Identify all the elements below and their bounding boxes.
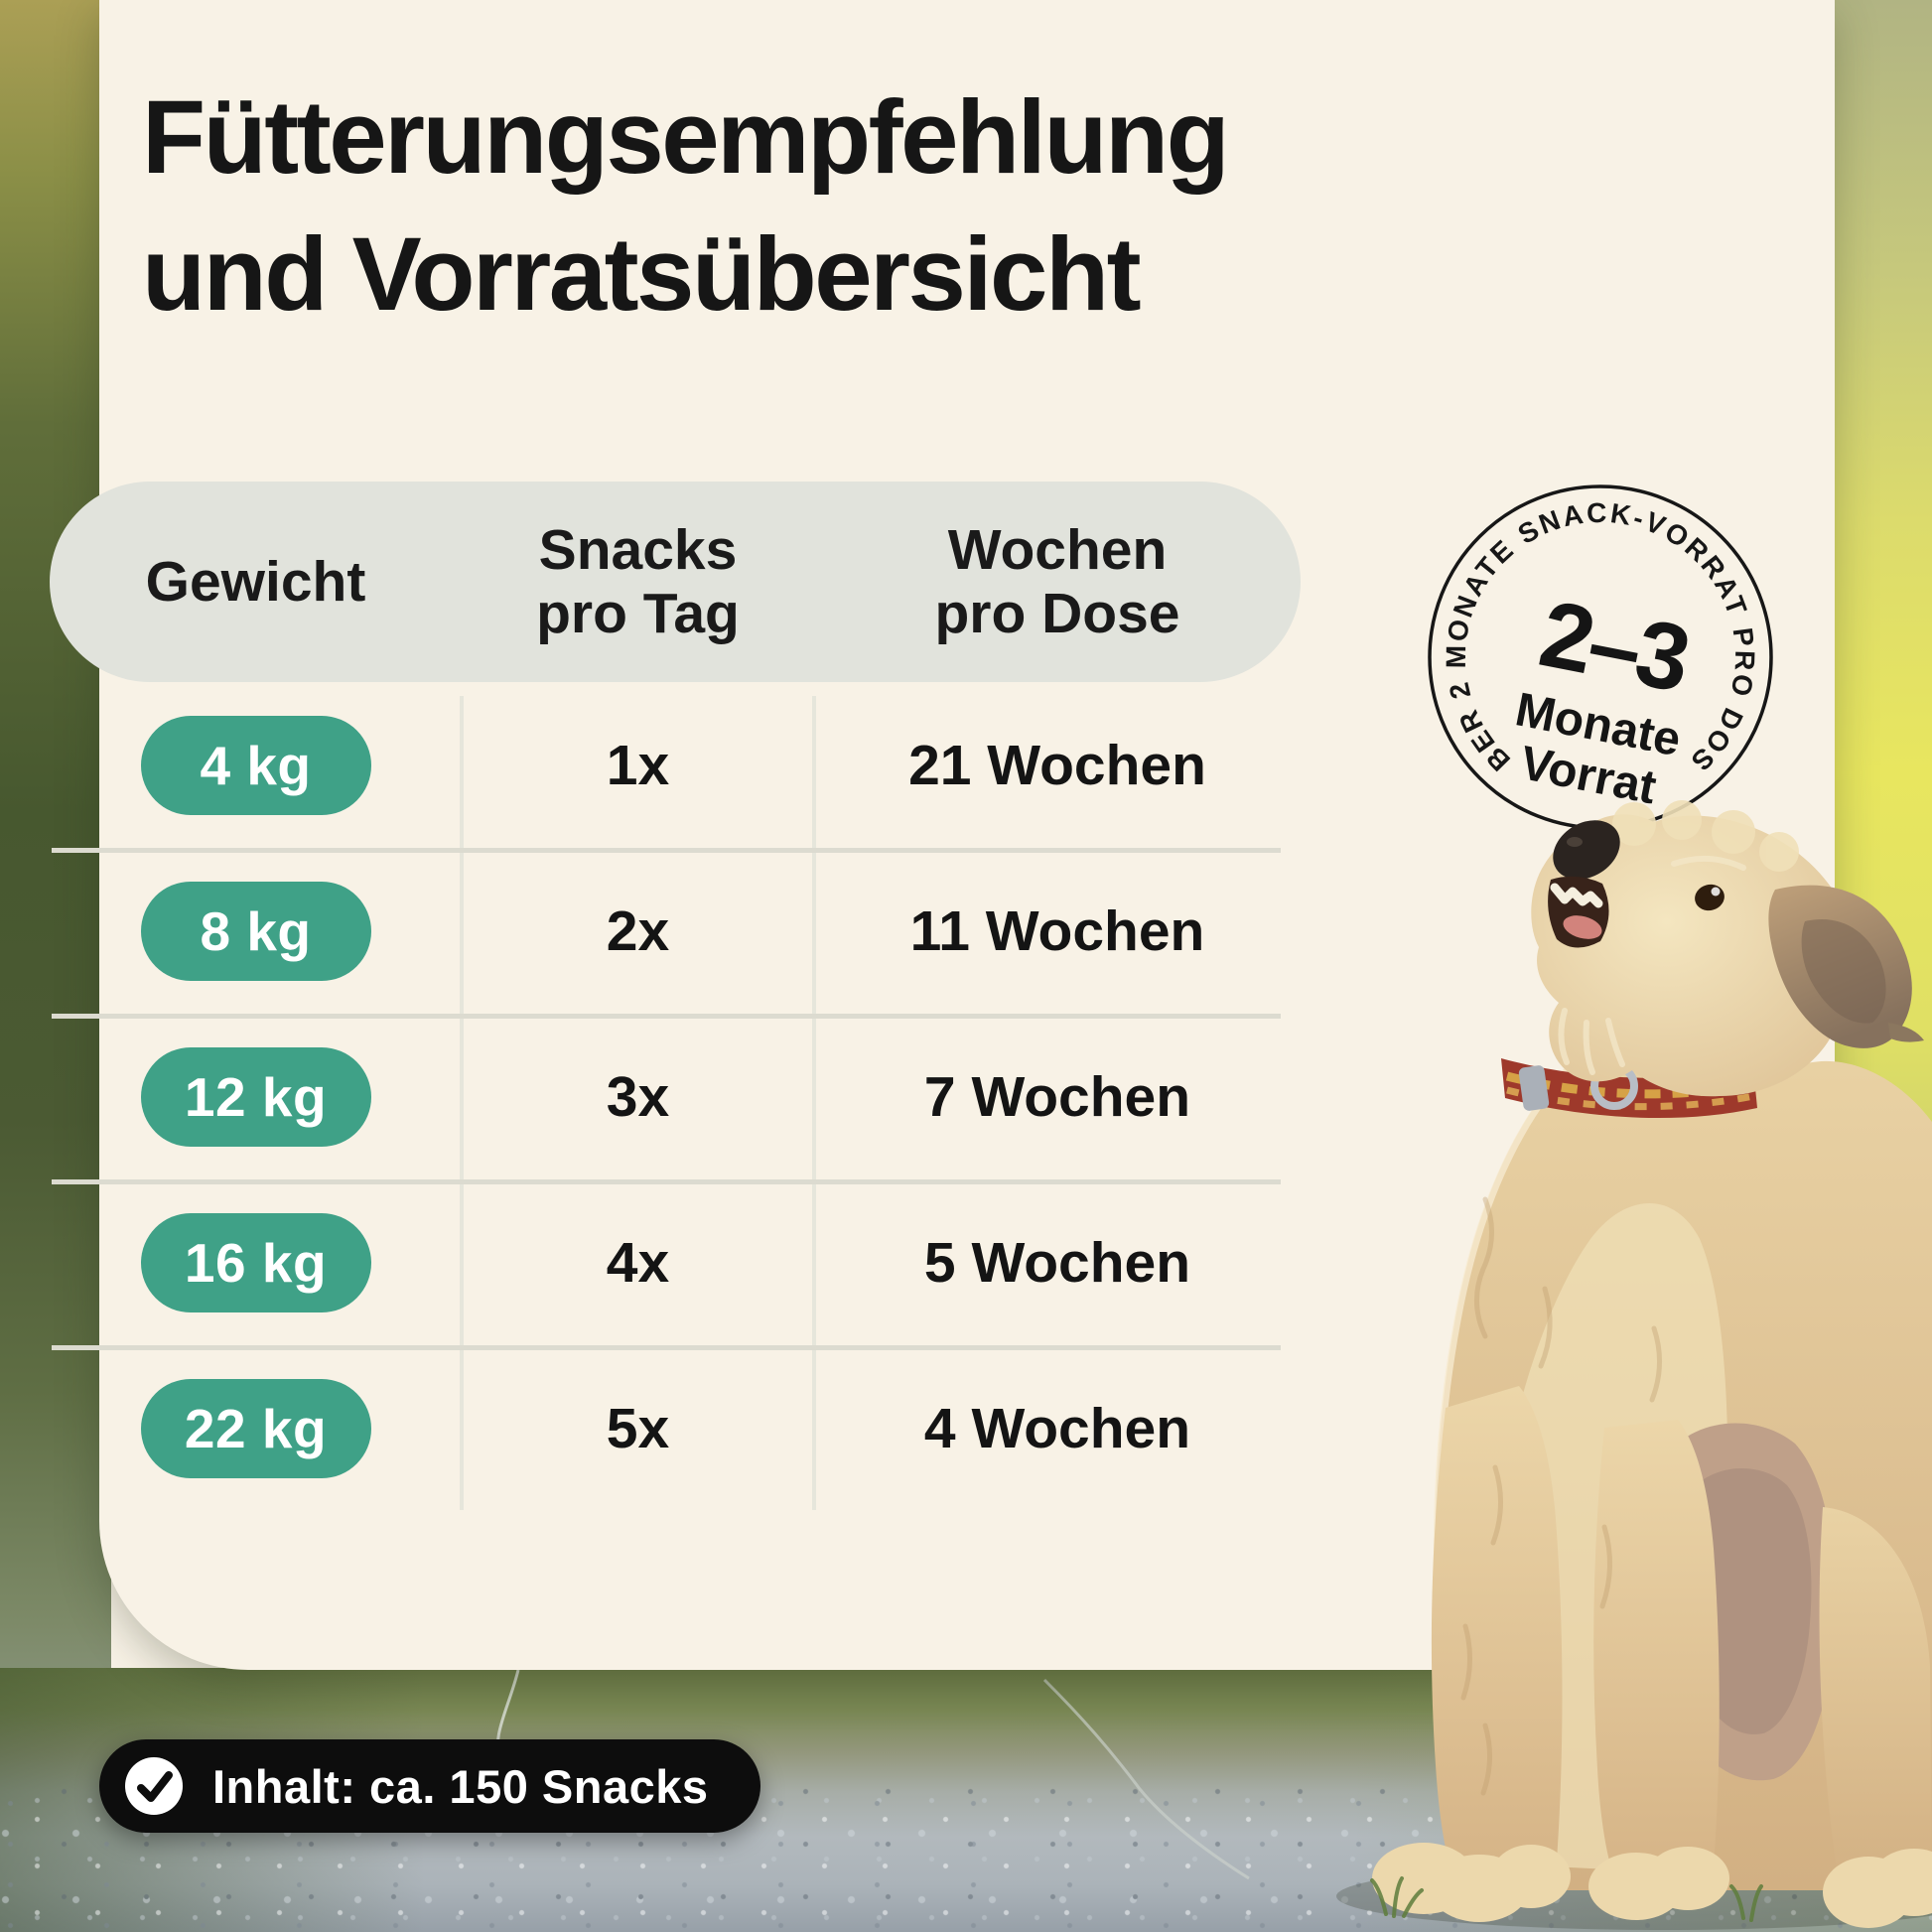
title-line-2: und Vorratsübersicht [142, 216, 1142, 333]
weight-pill: 22 kg [140, 1378, 371, 1478]
table-header-row: Gewicht Snacks pro Tag Wochen pro Dose [50, 482, 1301, 682]
table-divider-horizontal [52, 848, 1281, 853]
table-body: 4 kg 1x 21 Wochen 8 kg 2x 11 Wochen 12 k… [50, 682, 1301, 1511]
snacks-value: 5x [606, 1396, 670, 1460]
weight-pill: 12 kg [140, 1046, 371, 1147]
feeding-table: Gewicht Snacks pro Tag Wochen pro Dose 4… [50, 482, 1301, 1511]
dog-head [1531, 800, 1854, 1097]
dog-ear [1768, 885, 1924, 1048]
snacks-value: 4x [606, 1230, 670, 1295]
dog-paws [1372, 1843, 1932, 1928]
table-divider-vertical [460, 696, 464, 1510]
snacks-value: 3x [606, 1064, 670, 1129]
column-header-weight: Gewicht [145, 549, 366, 614]
dog-tongue [1563, 915, 1602, 939]
content-count-label: Inhalt: ca. 150 Snacks [212, 1759, 709, 1813]
weeks-value: 7 Wochen [923, 1064, 1191, 1129]
table-divider-horizontal [52, 1345, 1281, 1350]
snacks-value: 2x [606, 898, 670, 963]
weight-pill: 8 kg [140, 881, 371, 981]
check-icon [125, 1757, 183, 1815]
weeks-value: 4 Wochen [923, 1396, 1191, 1460]
table-divider-horizontal [52, 1014, 1281, 1019]
weight-pill: 4 kg [140, 715, 371, 815]
snacks-value: 1x [606, 733, 670, 797]
weeks-value: 21 Wochen [908, 733, 1206, 797]
page-title: Fütterungsempfehlung und Vorratsübersich… [142, 69, 1230, 344]
weeks-value: 5 Wochen [923, 1230, 1191, 1295]
content-count-pill: Inhalt: ca. 150 Snacks [99, 1739, 760, 1833]
grass-tufts [1370, 1876, 1763, 1922]
table-divider-vertical [812, 696, 816, 1510]
dog-nose [1553, 820, 1620, 880]
dog-photo [1336, 800, 1932, 1930]
table-divider-horizontal [52, 1179, 1281, 1184]
background-blur-left [0, 0, 111, 1932]
column-header-snacks-per-day: Snacks pro Tag [536, 517, 740, 645]
column-header-weeks-per-can: Wochen pro Dose [934, 517, 1180, 645]
weight-pill: 16 kg [140, 1212, 371, 1312]
weeks-value: 11 Wochen [909, 898, 1205, 963]
title-line-1: Fütterungsempfehlung [142, 79, 1230, 196]
dog-collar [1501, 1058, 1757, 1119]
